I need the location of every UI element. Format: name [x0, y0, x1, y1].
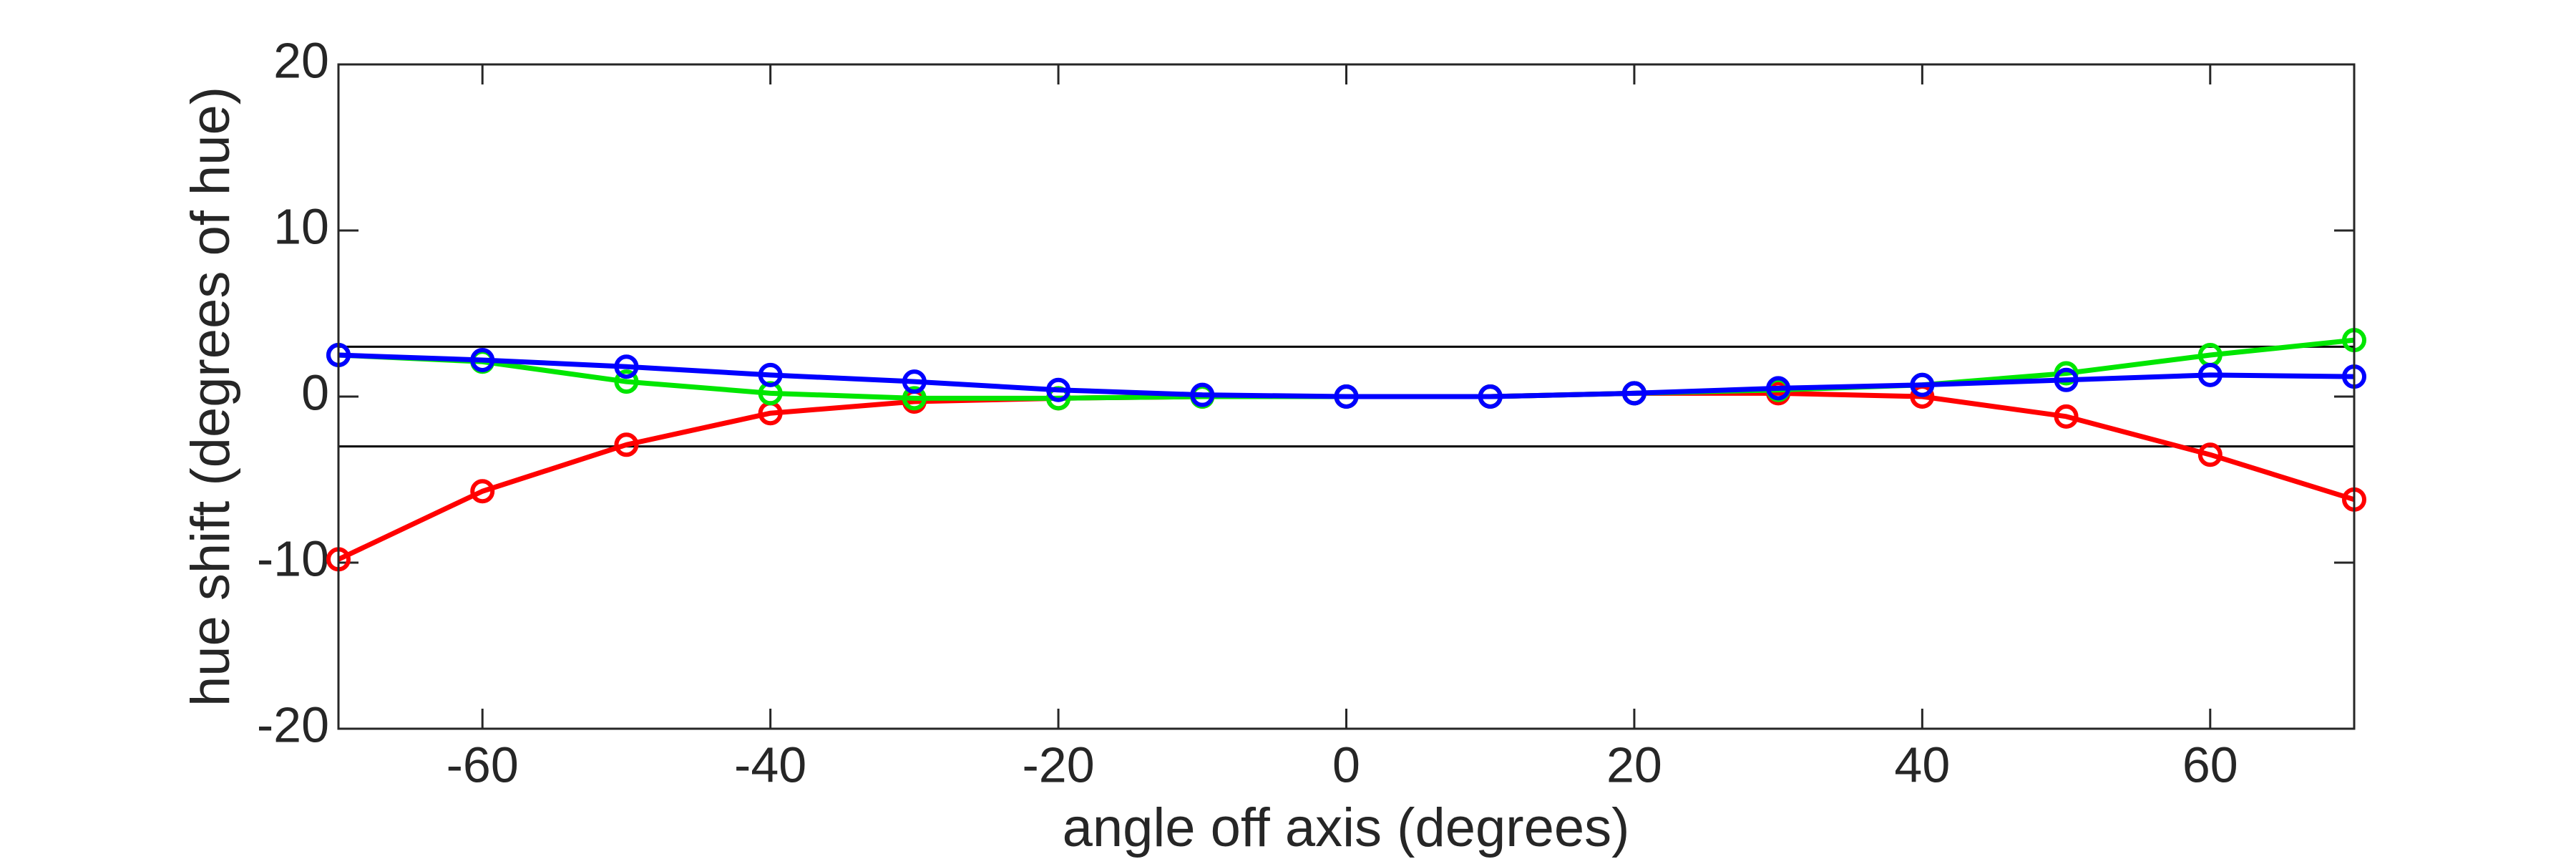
data-point [614, 354, 639, 379]
x-tick-label: 40 [1894, 737, 1950, 792]
x-axis-label: angle off axis (degrees) [1063, 797, 1630, 858]
x-tick-label: -40 [734, 737, 806, 792]
data-point [1621, 381, 1646, 406]
data-point [902, 369, 927, 394]
data-point [470, 479, 495, 504]
data-point [902, 386, 927, 411]
y-axis-label: hue shift (degrees of hue) [180, 87, 241, 707]
data-point [470, 347, 495, 372]
axes-box [337, 63, 2356, 730]
data-point [614, 369, 639, 394]
y-tick-label: -10 [257, 530, 329, 586]
x-tick-label: 0 [1332, 737, 1360, 792]
y-tick-label: 10 [273, 198, 329, 254]
x-tick-label: 20 [1606, 737, 1662, 792]
x-tick-label: 60 [2182, 737, 2238, 792]
y-tick-label: 0 [301, 364, 329, 420]
x-tick-label: -20 [1022, 737, 1094, 792]
data-point [1910, 372, 1935, 397]
data-point [2054, 367, 2079, 392]
data-point [1766, 376, 1791, 401]
y-tick-label: -20 [257, 697, 329, 752]
data-point [1190, 382, 1215, 407]
y-tick-label: 20 [273, 32, 329, 88]
data-point [2197, 442, 2223, 467]
data-point [614, 432, 639, 457]
data-point [1046, 377, 1071, 402]
data-point [2054, 404, 2079, 429]
x-tick-label: -60 [447, 737, 519, 792]
data-point [758, 362, 783, 387]
data-point [1478, 384, 1503, 409]
series-line [338, 352, 2355, 399]
data-point [1334, 384, 1359, 409]
data-point [2197, 362, 2223, 387]
